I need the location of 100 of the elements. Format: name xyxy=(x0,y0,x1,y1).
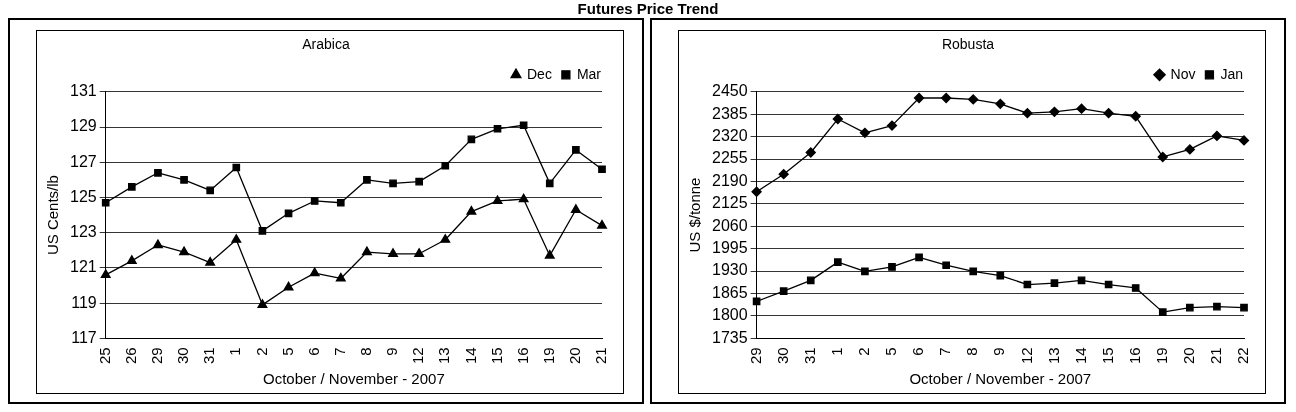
x-tick-label: 8 xyxy=(357,347,375,356)
x-tick-label: 31 xyxy=(200,347,218,364)
x-tick-label: 2 xyxy=(855,347,873,356)
y-tick-label: 2385 xyxy=(712,104,748,122)
point xyxy=(1050,279,1059,287)
chart-title: Robusta xyxy=(941,36,995,53)
y-tick-label: 2125 xyxy=(712,194,748,212)
y-tick-label: 131 xyxy=(69,82,97,100)
point xyxy=(335,272,346,282)
point xyxy=(1131,284,1140,292)
point xyxy=(1158,308,1167,316)
point xyxy=(440,234,451,243)
point xyxy=(598,165,606,174)
x-tick-label: 21 xyxy=(1207,347,1225,364)
point xyxy=(336,198,345,207)
x-tick-label: 7 xyxy=(936,347,954,356)
y-tick-label: 129 xyxy=(69,117,97,135)
point xyxy=(389,179,397,188)
y-tick-label: 2450 xyxy=(712,82,748,100)
point xyxy=(414,248,425,257)
point xyxy=(834,258,842,266)
legend-label: Mar xyxy=(576,65,602,82)
point xyxy=(179,246,190,256)
y-tick-label: 127 xyxy=(69,152,97,170)
point xyxy=(284,209,293,218)
point xyxy=(232,163,241,172)
x-tick-label: 19 xyxy=(539,347,557,364)
y-tick-label: 1865 xyxy=(712,283,748,301)
y-tick-label: 121 xyxy=(69,258,97,276)
point xyxy=(995,98,1006,110)
y-axis-title: US Cents/lb xyxy=(44,175,62,256)
x-axis-title: October / November - 2007 xyxy=(909,370,1092,388)
point xyxy=(126,255,137,264)
point xyxy=(361,246,372,256)
point xyxy=(1130,111,1141,122)
point xyxy=(283,281,294,291)
x-tick-label: 9 xyxy=(990,347,1008,356)
x-tick-label: 14 xyxy=(461,347,479,364)
x-tick-label: 8 xyxy=(963,347,981,356)
point xyxy=(940,92,952,104)
x-tick-label: 30 xyxy=(174,347,192,364)
x-tick-label: 7 xyxy=(330,347,348,356)
point xyxy=(388,248,399,257)
y-tick-label: 1800 xyxy=(712,306,748,324)
point xyxy=(779,287,788,295)
x-tick-label: 1 xyxy=(827,347,845,356)
point xyxy=(127,183,136,191)
x-tick-label: 21 xyxy=(592,347,610,364)
x-tick-label: 14 xyxy=(1071,347,1089,364)
point xyxy=(888,263,896,271)
point xyxy=(942,261,950,270)
point xyxy=(968,94,979,105)
point xyxy=(805,147,816,158)
x-tick-label: 20 xyxy=(566,347,584,364)
point xyxy=(206,186,215,195)
point xyxy=(1186,303,1194,312)
point xyxy=(205,256,216,266)
point xyxy=(1022,108,1033,119)
legend-label: Dec xyxy=(526,65,552,82)
x-tick-label: 29 xyxy=(148,347,166,364)
point xyxy=(100,269,111,279)
y-tick-label: 1995 xyxy=(712,239,748,257)
point xyxy=(154,168,162,177)
point xyxy=(1049,106,1060,117)
point xyxy=(572,146,580,154)
x-tick-label: 13 xyxy=(435,347,453,364)
x-tick-label: 19 xyxy=(1152,347,1170,364)
y-tick-label: 2190 xyxy=(712,171,748,189)
point xyxy=(570,204,581,213)
x-tick-label: 15 xyxy=(1098,347,1116,364)
point xyxy=(363,176,371,184)
point xyxy=(257,299,268,309)
y-tick-label: 125 xyxy=(69,187,97,205)
point xyxy=(519,121,528,130)
x-tick-label: 2 xyxy=(252,347,270,356)
x-tick-label: 5 xyxy=(882,347,900,356)
point xyxy=(152,239,163,249)
point xyxy=(415,177,423,186)
point xyxy=(518,193,529,203)
x-tick-label: 30 xyxy=(773,347,791,364)
x-tick-label: 20 xyxy=(1179,347,1197,364)
x-tick-label: 12 xyxy=(1017,347,1035,364)
point xyxy=(913,92,925,104)
y-tick-label: 119 xyxy=(71,293,97,311)
x-tick-label: 1 xyxy=(226,347,244,356)
y-axis-title: US $/tonne xyxy=(686,177,704,253)
x-tick-label: 25 xyxy=(95,347,113,364)
point xyxy=(1213,302,1221,311)
legend-label: Nov xyxy=(1170,65,1196,82)
point xyxy=(441,161,450,170)
point xyxy=(996,271,1005,280)
point xyxy=(1103,108,1114,119)
point xyxy=(751,186,762,197)
x-tick-label: 29 xyxy=(746,347,764,364)
y-tick-label: 117 xyxy=(71,328,97,346)
x-tick-label: 16 xyxy=(513,347,531,364)
point xyxy=(544,249,555,259)
point xyxy=(466,205,477,215)
x-tick-label: 12 xyxy=(409,347,427,364)
point xyxy=(1211,130,1223,142)
